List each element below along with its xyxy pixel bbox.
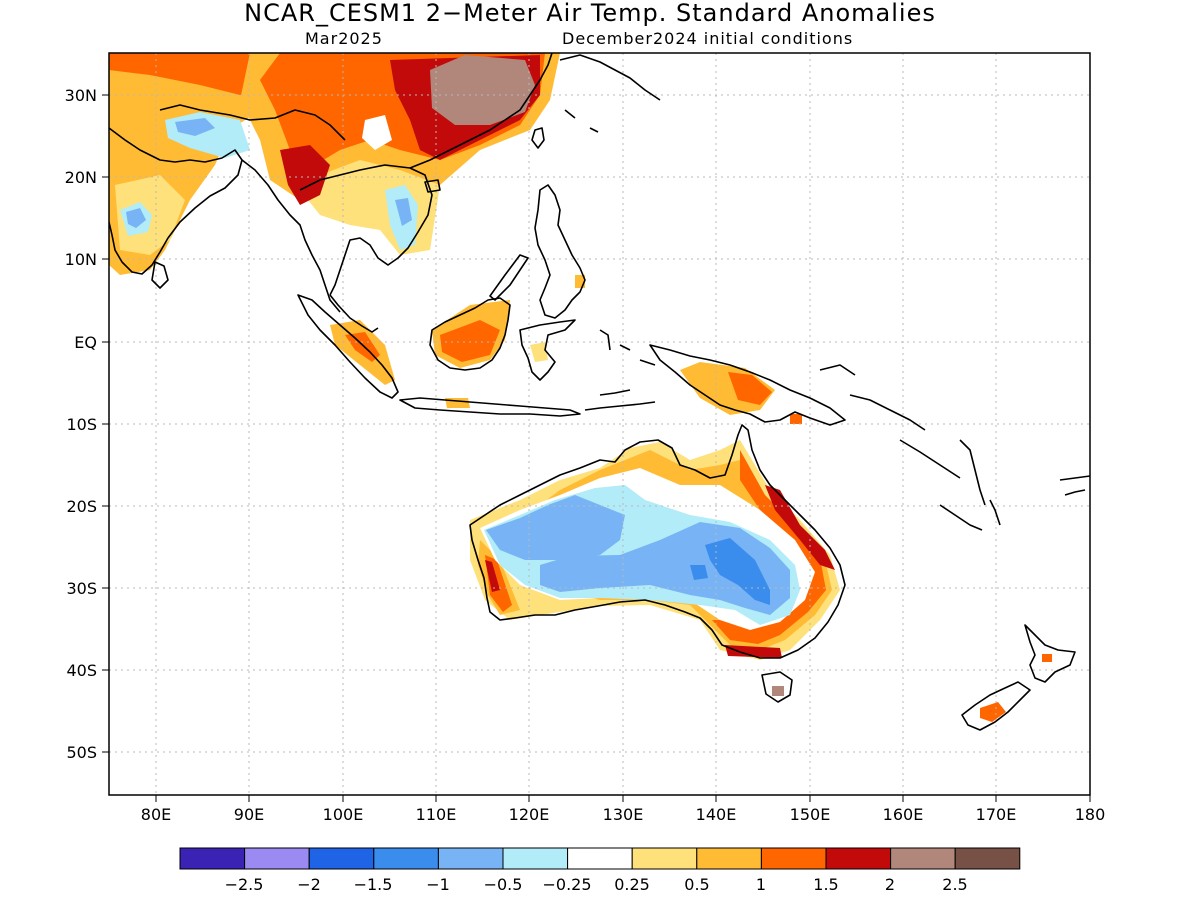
colorbar-label: −0.25: [542, 875, 591, 894]
coast-sumatra: [297, 294, 399, 399]
shading-himalaya-cool2: [175, 118, 215, 136]
lon-tick-label: 100E: [323, 805, 364, 824]
coast-new-caledonia: [939, 504, 983, 531]
lon-tick-label: 90E: [234, 805, 264, 824]
lon-tick-label: 180: [1075, 805, 1106, 824]
colorbar-swatch: [373, 847, 439, 870]
colorbar-swatch: [437, 847, 504, 870]
shading-indochina-cool2: [395, 198, 412, 226]
colorbar-swatch: [631, 847, 698, 870]
coast-bismarck: [819, 364, 926, 431]
colorbar-labels: −2.5 −2 −1.5 −1 −0.5 −0.25 0.25 0.5 1 1.…: [225, 875, 968, 894]
shading-new-guinea-east: [790, 414, 802, 424]
coast-solomons: [899, 439, 986, 506]
coast-new-zealand-south: [961, 681, 1031, 731]
colorbar-swatch: [696, 847, 762, 870]
lat-tick-label: 40S: [66, 661, 97, 680]
lon-tick-label: 170E: [976, 805, 1017, 824]
coast-philippines: [534, 184, 586, 319]
colorbar-label: −0.5: [484, 875, 523, 894]
lon-tick-label: 140E: [696, 805, 737, 824]
colorbar-label: −1: [426, 875, 450, 894]
coast-malay: [329, 294, 379, 333]
colorbar-label: −2: [297, 875, 321, 894]
lon-tick-label: 150E: [790, 805, 831, 824]
colorbar: [179, 847, 1021, 870]
map-title: NCAR_CESM1 2−Meter Air Temp. Standard An…: [244, 0, 936, 27]
colorbar-swatch: [244, 847, 310, 870]
colorbar-label: 0.25: [614, 875, 650, 894]
coast-lesser-sunda: [584, 389, 656, 411]
shading-china-extreme: [430, 55, 535, 125]
coast-new-zealand-north: [1024, 624, 1076, 683]
coast-himalaya-border: [159, 104, 346, 141]
shading-myanmar-hot: [280, 145, 330, 205]
coastlines: [109, 53, 1090, 731]
lat-axis: 30N 20N 10N EQ 10S 20S 30S 40S 50S: [65, 86, 109, 762]
shading-india-cool2: [126, 208, 146, 228]
coast-hainan: [424, 179, 441, 193]
shading-tasmania: [772, 686, 784, 696]
coast-tasmania: [761, 671, 793, 703]
gridlines: [109, 53, 1090, 795]
shading-australia-cooler: [486, 495, 790, 615]
lon-axis: 80E 90E 100E 110E 120E 130E 140E 150E 16…: [141, 795, 1106, 824]
colorbar-swatch: [890, 847, 956, 870]
shading-sulawesi: [530, 342, 548, 362]
colorbar-swatch: [760, 847, 827, 870]
coast-australia: [469, 424, 846, 659]
coast-china-east: [409, 53, 553, 169]
lat-tick-label: EQ: [74, 333, 97, 352]
coast-java: [399, 397, 581, 417]
coast-maluku: [599, 329, 656, 366]
lon-tick-label: 120E: [509, 805, 550, 824]
shading-nz-north: [1042, 654, 1052, 662]
lat-tick-label: 30N: [65, 86, 97, 105]
initial-conditions-label: December2024 initial conditions: [562, 29, 854, 48]
shading-nz-south: [980, 702, 1006, 722]
colorbar-swatch: [179, 847, 246, 870]
forecast-month: Mar2025: [305, 29, 383, 48]
shading-borneo-strong: [440, 320, 500, 362]
lon-tick-label: 160E: [883, 805, 924, 824]
shading-new-guinea-strong: [728, 372, 772, 405]
lat-tick-label: 20N: [65, 168, 97, 187]
coast-taiwan: [531, 127, 545, 149]
lat-tick-label: 50S: [66, 743, 97, 762]
coast-sri-lanka: [151, 261, 169, 289]
lat-tick-label: 10S: [66, 415, 97, 434]
lon-tick-label: 110E: [416, 805, 457, 824]
colorbar-swatch: [954, 847, 1021, 870]
coast-new-guinea: [649, 344, 846, 426]
colorbar-label: 2: [885, 875, 895, 894]
coast-burma: [241, 159, 341, 313]
shading-china-cool-spot: [362, 115, 392, 150]
coast-borneo: [429, 297, 511, 371]
colorbar-label: −2.5: [225, 875, 264, 894]
colorbar-swatch: [502, 847, 569, 870]
coast-india: [109, 127, 243, 275]
shading-australia-strong: [485, 450, 826, 644]
colorbar-swatch: [308, 847, 375, 870]
lon-tick-label: 80E: [141, 805, 171, 824]
colorbar-label: 0.5: [684, 875, 709, 894]
map-area: [109, 53, 1090, 795]
shading-australia-coolest: [690, 538, 770, 605]
coast-indochina: [299, 164, 433, 296]
lat-tick-label: 10N: [65, 250, 97, 269]
colorbar-label: 1: [756, 875, 766, 894]
lat-tick-label: 20S: [66, 497, 97, 516]
coast-sulawesi: [519, 319, 576, 381]
colorbar-label: 1.5: [813, 875, 838, 894]
coast-vanuatu-fiji: [989, 475, 1090, 526]
colorbar-label: −1.5: [354, 875, 393, 894]
coast-palawan: [489, 254, 529, 301]
colorbar-label: 2.5: [942, 875, 967, 894]
coast-japan-ryukyu: [559, 54, 661, 133]
lat-tick-label: 30S: [66, 579, 97, 598]
lon-tick-label: 130E: [603, 805, 644, 824]
colorbar-swatch: [825, 847, 892, 870]
colorbar-swatch: [567, 847, 633, 870]
